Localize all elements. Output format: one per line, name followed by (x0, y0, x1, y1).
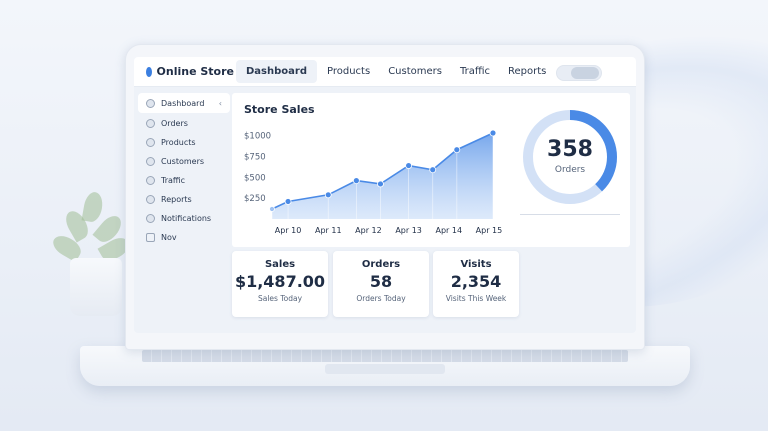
calendar-icon (146, 233, 155, 242)
y-tick-label: $1000 (244, 132, 271, 142)
sidebar-item-notifications[interactable]: Notifications (138, 209, 230, 228)
notifications-icon (146, 214, 155, 223)
sidebar-item-label: Nov (161, 233, 177, 242)
top-bar: Online Store Dashboard Products Customer… (134, 57, 636, 87)
sidebar-item-reports[interactable]: Reports (138, 190, 230, 209)
dashboard-icon (146, 98, 155, 108)
x-tick-label: Apr 15 (476, 226, 503, 235)
sidebar-item-label: Traffic (161, 176, 186, 185)
sidebar-item-dashboard[interactable]: Dashboard ‹ (138, 93, 230, 113)
nav-tab-traffic[interactable]: Traffic (459, 66, 491, 77)
data-point (324, 191, 332, 199)
customers-icon (146, 157, 155, 166)
stat-subtitle: Orders Today (356, 294, 406, 303)
toggle-knob (571, 67, 599, 79)
orders-donut: 358 Orders (520, 107, 620, 207)
orders-count: 358 (547, 137, 593, 162)
data-point (489, 129, 497, 137)
data-point (377, 180, 384, 188)
laptop-screen: Online Store Dashboard Products Customer… (134, 57, 636, 333)
trackpad (325, 364, 445, 374)
sidebar: Dashboard ‹ Orders Products Customers Tr… (138, 93, 230, 247)
brand-logo-icon (146, 66, 152, 77)
donut-progress-arc (523, 110, 617, 204)
data-point (352, 177, 360, 184)
y-tick-label: $750 (244, 152, 266, 162)
sales-chart-card: $1000 $750 $500 $250 Apr 10 Apr 11 Apr 12 Apr 1… (232, 93, 630, 247)
sidebar-item-nov[interactable]: Nov (138, 228, 230, 247)
nav-tab-dashboard[interactable]: Dashboard (236, 60, 317, 83)
stat-card-orders[interactable]: Orders 58 Orders Today (333, 251, 429, 317)
sales-area-fill (272, 133, 493, 219)
chevron-left-icon[interactable]: ‹ (218, 98, 222, 108)
sales-area-chart: $1000 $750 $500 $250 Apr 10 Apr 11 Apr 12 Apr 1… (244, 129, 503, 235)
sidebar-item-label: Orders (161, 119, 188, 128)
nav-tab-customers[interactable]: Customers (388, 66, 442, 77)
stat-subtitle: Sales Today (257, 294, 303, 303)
theme-toggle[interactable] (556, 65, 602, 81)
traffic-icon (146, 176, 155, 185)
brand[interactable]: Online Store (134, 65, 234, 78)
donut-divider (520, 214, 620, 215)
data-point (269, 206, 275, 212)
stat-value: 58 (369, 272, 393, 291)
nav-tab-reports[interactable]: Reports (508, 66, 547, 77)
orders-icon (146, 119, 155, 128)
data-point (284, 198, 292, 205)
sidebar-item-customers[interactable]: Customers (138, 152, 230, 171)
stat-title: Sales (264, 259, 296, 270)
stat-card-visits[interactable]: Visits 2,354 Visits This Week (433, 251, 519, 317)
sidebar-item-label: Dashboard (161, 98, 205, 108)
data-point (405, 162, 413, 169)
sidebar-item-label: Reports (161, 195, 192, 204)
stat-subtitle: Visits This Week (445, 294, 507, 303)
nav-tab-products[interactable]: Products (327, 66, 371, 77)
stat-title: Orders (361, 259, 401, 270)
stat-title: Visits (460, 259, 492, 270)
stat-value: $1,487.00 (234, 272, 326, 291)
app-title: Online Store (156, 65, 234, 78)
products-icon (146, 138, 155, 147)
x-tick-label: Apr 10 (275, 226, 302, 235)
laptop-base (80, 346, 690, 386)
y-tick-label: $500 (244, 173, 266, 183)
sidebar-item-label: Customers (161, 157, 205, 166)
x-tick-label: Apr 11 (315, 226, 342, 235)
sidebar-item-traffic[interactable]: Traffic (138, 171, 230, 190)
sidebar-item-label: Products (161, 138, 196, 147)
stat-card-sales[interactable]: Sales $1,487.00 Sales Today (232, 251, 328, 317)
plant-pot (70, 258, 122, 316)
orders-donut-ring (523, 110, 617, 204)
data-point (429, 166, 437, 174)
keyboard (142, 350, 628, 362)
data-point (453, 146, 461, 154)
x-tick-label: Apr 14 (436, 226, 463, 235)
plant-decoration (49, 170, 140, 320)
reports-icon (146, 195, 155, 204)
top-nav: Dashboard Products Customers Traffic Rep… (234, 60, 554, 83)
sidebar-item-label: Notifications (161, 214, 212, 223)
orders-count-label: Orders (554, 165, 586, 175)
x-tick-label: Apr 13 (395, 226, 422, 235)
sidebar-item-orders[interactable]: Orders (138, 114, 230, 133)
x-tick-label: Apr 12 (355, 226, 382, 235)
y-tick-label: $250 (244, 194, 266, 204)
chart-title: Store Sales (244, 103, 315, 116)
sidebar-item-products[interactable]: Products (138, 133, 230, 152)
stat-value: 2,354 (450, 272, 502, 291)
laptop-lid: Online Store Dashboard Products Customer… (125, 44, 645, 350)
